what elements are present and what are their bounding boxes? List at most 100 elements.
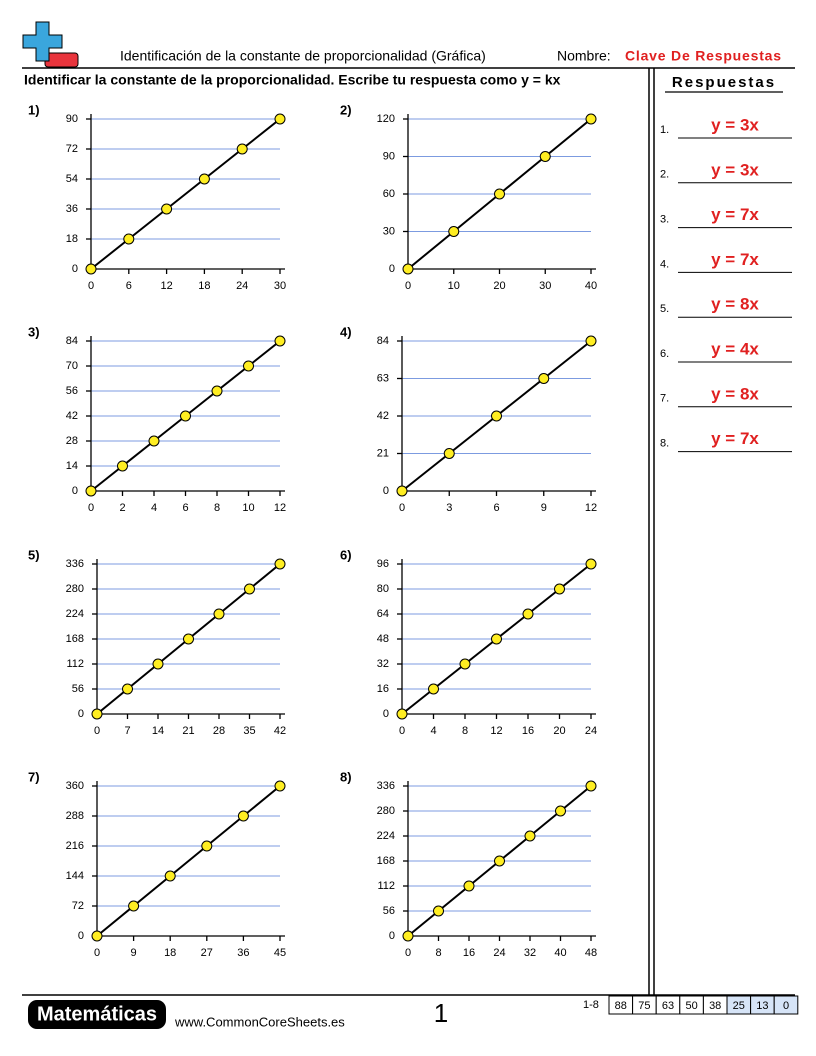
x-tick-label: 12 [160, 280, 172, 292]
x-tick-label: 20 [493, 280, 505, 292]
y-tick-label: 72 [72, 900, 84, 912]
answers-title: Respuestas [672, 74, 776, 91]
brand: Matemáticas [37, 1003, 157, 1025]
x-tick-label: 14 [152, 725, 164, 737]
answer-number: 1. [660, 124, 669, 136]
y-tick-label: 224 [66, 608, 84, 620]
point [91, 930, 103, 942]
x-tick-label: 30 [274, 280, 286, 292]
point [402, 263, 414, 275]
point [585, 780, 597, 792]
y-tick-label: 280 [377, 805, 395, 817]
y-tick-label: 0 [383, 708, 389, 720]
x-tick-label: 12 [585, 502, 597, 514]
score: 88 [615, 1000, 627, 1012]
point [274, 113, 286, 125]
x-tick-label: 45 [274, 947, 286, 959]
y-tick-label: 56 [66, 385, 78, 397]
score: 0 [783, 1000, 789, 1012]
point [244, 583, 255, 595]
x-tick-label: 42 [274, 725, 286, 737]
answer: y = 8x [711, 295, 759, 314]
point [459, 658, 471, 670]
x-tick-label: 12 [274, 502, 286, 514]
y-tick-label: 84 [377, 335, 389, 347]
x-tick-label: 24 [236, 280, 248, 292]
x-tick-label: 0 [94, 725, 100, 737]
score-range: 1-8 [583, 999, 599, 1011]
score: 38 [709, 1000, 721, 1012]
y-tick-label: 120 [377, 113, 395, 125]
x-tick-label: 40 [554, 947, 566, 959]
y-tick-label: 112 [66, 658, 84, 670]
point [213, 608, 225, 620]
y-tick-label: 0 [72, 263, 78, 275]
answer-number: 8. [660, 438, 669, 450]
problem-label: 2) [340, 102, 352, 117]
answer-number: 2. [660, 169, 669, 181]
x-tick-label: 0 [88, 502, 94, 514]
point [274, 558, 286, 570]
y-tick-label: 56 [72, 683, 84, 695]
x-tick-label: 6 [126, 280, 132, 292]
x-tick-label: 36 [237, 947, 249, 959]
point [243, 360, 254, 372]
y-tick-label: 0 [78, 708, 84, 720]
y-tick-label: 64 [377, 608, 389, 620]
logo [22, 21, 79, 68]
y-tick-label: 30 [383, 225, 395, 237]
x-tick-label: 24 [585, 725, 597, 737]
y-tick-label: 18 [66, 233, 78, 245]
x-tick-label: 40 [585, 280, 597, 292]
y-tick-label: 168 [377, 855, 395, 867]
answer: y = 7x [711, 250, 759, 269]
x-tick-label: 8 [214, 502, 220, 514]
score: 50 [685, 1000, 697, 1012]
problem-label: 5) [28, 547, 40, 562]
score: 25 [733, 1000, 745, 1012]
point [122, 683, 133, 695]
y-tick-label: 144 [66, 870, 84, 882]
point [180, 410, 191, 422]
score: 63 [662, 1000, 674, 1012]
header-title: Identificación de la constante de propor… [120, 48, 486, 64]
answer-number: 5. [660, 303, 669, 315]
point [152, 658, 164, 670]
point [491, 410, 502, 422]
x-tick-label: 28 [213, 725, 225, 737]
x-tick-label: 10 [448, 280, 460, 292]
x-tick-label: 24 [493, 947, 505, 959]
y-tick-label: 0 [72, 485, 78, 497]
point [524, 830, 536, 842]
x-tick-label: 0 [405, 947, 411, 959]
x-tick-label: 35 [243, 725, 255, 737]
point [428, 683, 439, 695]
y-tick-label: 63 [377, 372, 389, 384]
x-tick-label: 2 [119, 502, 125, 514]
point [539, 151, 551, 162]
y-tick-label: 112 [377, 880, 395, 892]
y-tick-label: 80 [377, 583, 389, 595]
point [201, 840, 213, 852]
x-tick-label: 20 [553, 725, 565, 737]
x-tick-label: 12 [490, 725, 502, 737]
answer: y = 3x [711, 160, 759, 179]
answer-number: 7. [660, 393, 669, 405]
point [443, 448, 455, 459]
point [198, 173, 210, 185]
x-tick-label: 27 [201, 947, 213, 959]
y-tick-label: 0 [389, 263, 395, 275]
x-tick-label: 8 [462, 725, 468, 737]
answer: y = 4x [711, 339, 759, 358]
y-tick-label: 288 [66, 810, 84, 822]
answer-number: 6. [660, 348, 669, 360]
x-tick-label: 0 [88, 280, 94, 292]
x-tick-label: 30 [539, 280, 551, 292]
y-tick-label: 42 [66, 410, 78, 422]
point [148, 435, 160, 447]
point [183, 633, 194, 645]
y-tick-label: 36 [66, 203, 78, 215]
point [85, 263, 97, 275]
point [402, 930, 414, 942]
